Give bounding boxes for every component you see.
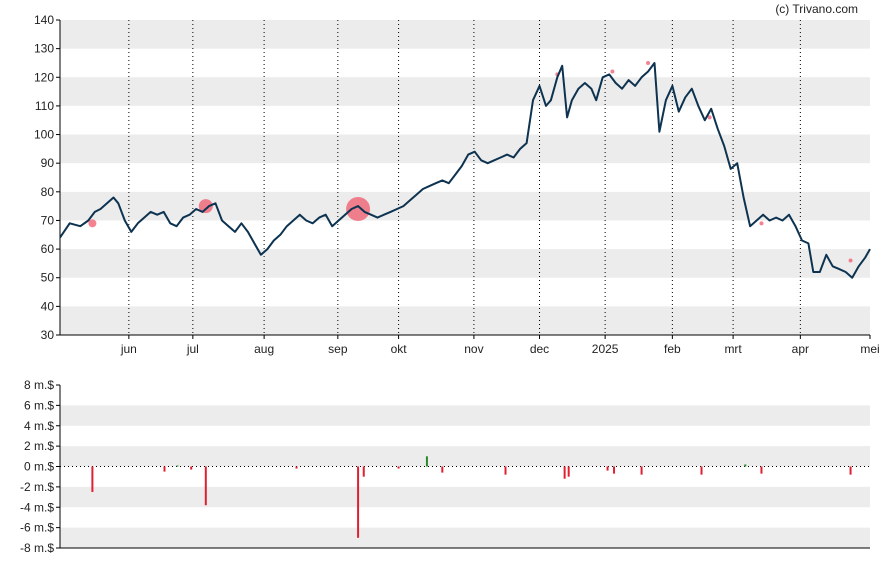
- trade-bubble: [646, 60, 651, 65]
- x-tick-label: feb: [664, 342, 681, 356]
- volume-bar: [176, 465, 179, 467]
- x-tick-label: jun: [120, 342, 137, 356]
- grid-band: [60, 77, 870, 106]
- volume-bar: [204, 466, 207, 506]
- y-tick-label: 70: [41, 213, 55, 227]
- x-tick-label: aug: [254, 342, 274, 356]
- y-tick-label: -6 m.$: [20, 521, 54, 535]
- x-tick-label: mrt: [724, 342, 742, 356]
- grid-band: [60, 306, 870, 335]
- trade-bubble: [610, 69, 615, 74]
- x-tick-label: dec: [530, 342, 549, 356]
- x-tick-label: mei: [860, 342, 879, 356]
- grid-band: [60, 486, 870, 508]
- volume-bar: [700, 466, 703, 475]
- y-tick-label: 8 m.$: [24, 378, 54, 392]
- volume-bar: [567, 466, 570, 477]
- x-tick-label: okt: [391, 342, 408, 356]
- y-tick-label: 40: [41, 299, 55, 313]
- volume-bar: [606, 466, 609, 471]
- credit-label: (c) Trivano.com: [775, 2, 858, 16]
- y-tick-label: -4 m.$: [20, 500, 54, 514]
- volume-bar: [760, 466, 763, 474]
- x-tick-label: 2025: [592, 342, 619, 356]
- volume-bar: [357, 466, 360, 538]
- volume-bar: [441, 466, 444, 473]
- grid-band: [60, 446, 870, 467]
- price-chart-panel: jun jul aug sep okt nov dec 2025 feb mrt apr mei 30 4…: [34, 13, 880, 356]
- grid-band: [60, 527, 870, 548]
- volume-bar: [362, 466, 365, 477]
- y-tick-label: 50: [41, 271, 55, 285]
- y-tick-label: 4 m.$: [24, 419, 54, 433]
- x-tick-label: nov: [464, 342, 483, 356]
- trade-bubble: [346, 197, 371, 221]
- y-tick-label: 110: [35, 99, 54, 113]
- volume-bar: [640, 466, 643, 475]
- grid-band: [60, 20, 870, 49]
- y-tick-label: 80: [41, 185, 55, 199]
- volume-chart-panel: 8 m.$ 6 m.$ 4 m.$ 2 m.$ 0 m.$ -2 m.$ -4 m.$ -6 …: [20, 378, 870, 555]
- x-tick-label: sep: [328, 342, 348, 356]
- volume-bar: [744, 464, 747, 467]
- y-tick-label: 100: [34, 128, 54, 142]
- y-tick-label: 30: [41, 328, 55, 342]
- y-tick-label: -8 m.$: [20, 541, 54, 555]
- volume-bar: [504, 466, 507, 475]
- y-tick-label: 90: [41, 156, 55, 170]
- volume-bar: [425, 456, 428, 467]
- y-tick-label: 130: [34, 42, 54, 56]
- y-tick-label: 2 m.$: [24, 439, 54, 453]
- volume-bar: [163, 466, 166, 472]
- volume-bar: [295, 466, 298, 469]
- trade-bubble: [198, 199, 213, 214]
- y-tick-label: 0 m.$: [24, 460, 54, 474]
- x-tick-label: apr: [792, 342, 809, 356]
- price-line: [59, 62, 871, 279]
- y-tick-label: 60: [41, 242, 55, 256]
- volume-bar: [190, 466, 193, 470]
- grid-band: [60, 405, 870, 426]
- x-tick-label: jul: [186, 342, 199, 356]
- trade-bubble: [88, 219, 97, 228]
- y-tick-label: 120: [34, 70, 54, 84]
- y-tick-label: 140: [34, 13, 54, 27]
- y-tick-label: 6 m.$: [24, 398, 54, 412]
- trade-bubble: [707, 115, 712, 120]
- volume-bar: [849, 466, 852, 475]
- y-tick-label: -2 m.$: [20, 480, 54, 494]
- volume-bar: [613, 466, 616, 474]
- volume-bar: [563, 466, 566, 479]
- grid-band: [60, 249, 870, 278]
- trade-bubble: [848, 258, 853, 263]
- volume-bar: [91, 466, 94, 492]
- grid-band: [60, 191, 870, 221]
- volume-bar: [397, 466, 400, 469]
- trade-bubble: [759, 221, 764, 226]
